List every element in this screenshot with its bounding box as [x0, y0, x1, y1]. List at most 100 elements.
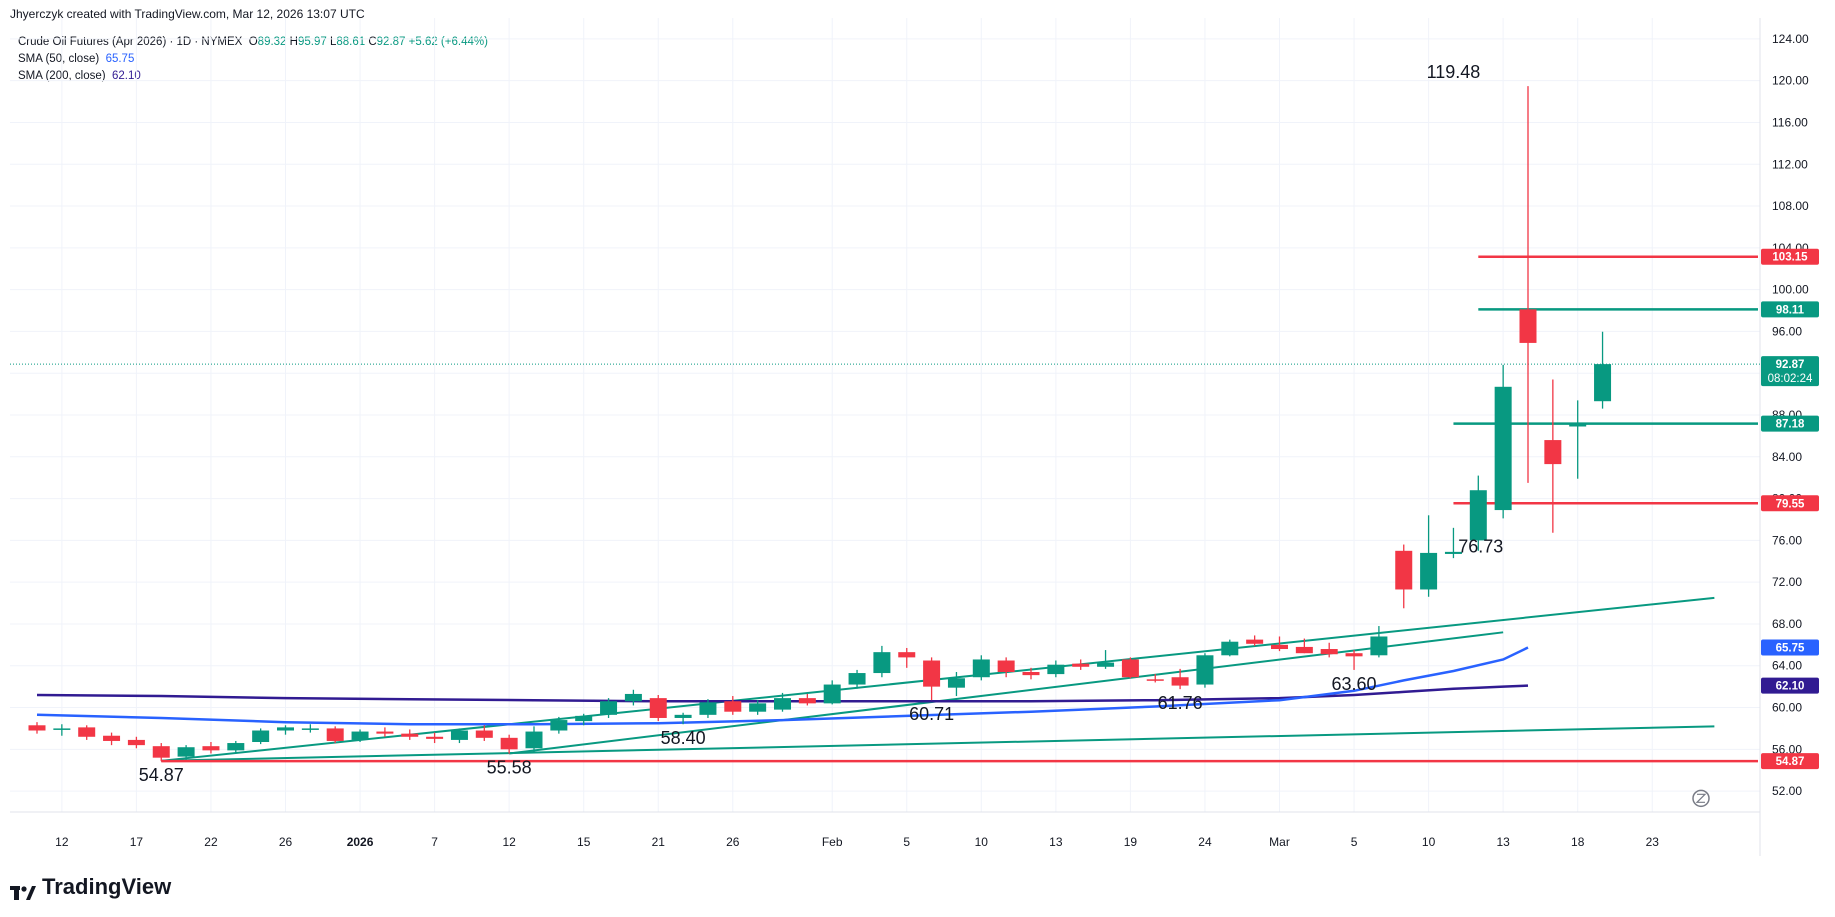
candle-body [1569, 423, 1587, 427]
candle-body [152, 746, 170, 758]
price-annotation: 54.87 [139, 765, 184, 785]
price-axis-label: 79.55 [1761, 495, 1819, 512]
candle-body [1370, 636, 1388, 656]
price-annotation: 61.76 [1158, 693, 1203, 713]
price-axis-label-text: 65.75 [1776, 642, 1805, 654]
price-axis-label-text: 54.87 [1776, 756, 1805, 768]
candle [426, 732, 444, 744]
candle-body [450, 730, 468, 740]
candle [401, 729, 419, 740]
candle-body [376, 731, 394, 734]
brand-name: TradingView [42, 874, 172, 899]
candle-body [1022, 672, 1040, 676]
candle [103, 732, 121, 746]
candle-body [1171, 677, 1189, 686]
candle [873, 645, 891, 678]
candle [301, 724, 319, 733]
candle [972, 655, 990, 681]
candle [1444, 527, 1462, 559]
candle [376, 727, 394, 737]
x-tick-label: 26 [279, 835, 293, 849]
candle [127, 736, 145, 749]
sma50-label[interactable]: SMA (50, close) [18, 53, 100, 65]
price-axis-label: 92.87 08:02:24 [1761, 356, 1819, 387]
candle [1569, 400, 1587, 479]
price-axis-label: 87.18 [1761, 415, 1819, 432]
candle [724, 696, 742, 715]
candle-body [674, 714, 692, 718]
y-tick-label: 56.00 [1772, 742, 1802, 756]
candle-body [1494, 386, 1512, 511]
candle [1594, 331, 1612, 409]
candle [1370, 626, 1388, 658]
candle-body [1221, 641, 1239, 656]
candle [227, 740, 245, 754]
candle-body [1345, 653, 1363, 657]
candle-body [600, 701, 618, 715]
candle [898, 647, 916, 668]
x-tick-label: 12 [55, 835, 69, 849]
candle [1544, 379, 1562, 533]
candle [450, 728, 468, 744]
price-axis-label-text: 87.18 [1776, 419, 1805, 431]
candle-body [972, 659, 990, 678]
candle [774, 692, 791, 712]
clock-icon [1692, 789, 1710, 808]
candle-body [1121, 659, 1139, 678]
price-axis-label-text: 79.55 [1776, 498, 1805, 510]
candle [252, 728, 270, 745]
candle-body [1047, 664, 1065, 675]
clock-icon-glass [1695, 793, 1707, 803]
candle-body [550, 720, 568, 731]
candle-body [127, 739, 145, 746]
candle-body [301, 728, 319, 730]
candle [674, 712, 692, 725]
candle [1171, 668, 1189, 690]
candle [947, 672, 965, 697]
x-tick-label: 17 [130, 835, 144, 849]
candle-body [1320, 649, 1338, 655]
candle-body [873, 652, 891, 674]
legend-sma50-row[interactable]: SMA (50, close) 65.75 [18, 51, 488, 68]
candle [475, 725, 493, 741]
x-tick-label: 26 [726, 835, 740, 849]
candle-body [1469, 490, 1487, 541]
close-key: C [368, 36, 377, 48]
sma200-line [36, 646, 1529, 726]
low-key: L [329, 36, 337, 48]
candle-body [1072, 663, 1090, 667]
candle [600, 698, 618, 718]
candle [525, 726, 543, 753]
candle [1072, 659, 1090, 670]
candle-body [1594, 364, 1612, 402]
brand[interactable]: TradingView [10, 874, 171, 900]
candle-body [351, 731, 369, 740]
x-tick-label: 24 [1198, 835, 1212, 849]
candle-body [525, 731, 543, 749]
x-tick-label: 10 [975, 835, 989, 849]
candle [1295, 638, 1313, 654]
price-axis-label-bg [1761, 753, 1819, 770]
candle-body [749, 703, 767, 712]
candle-body [1246, 639, 1264, 644]
candle [1320, 642, 1338, 658]
candle [1469, 475, 1487, 551]
price-axis-label-text: 103.15 [1772, 252, 1808, 264]
candle [1519, 86, 1537, 483]
x-tick-label: 19 [1124, 835, 1138, 849]
candle [1395, 544, 1413, 609]
candle [500, 734, 518, 754]
price-annotation: 55.58 [487, 758, 532, 778]
candle-body [848, 673, 866, 685]
y-tick-label: 112.00 [1772, 157, 1808, 171]
x-tick-label: Mar [1269, 835, 1290, 849]
y-tick-label: 108.00 [1772, 199, 1809, 213]
candle-body [798, 698, 816, 704]
candle [575, 713, 593, 726]
x-tick-label: 23 [1646, 835, 1660, 849]
candle [848, 669, 866, 689]
y-tick-label: 52.00 [1772, 784, 1802, 798]
price-axis-label: 65.75 [1761, 639, 1819, 656]
candle-body [1146, 679, 1164, 681]
